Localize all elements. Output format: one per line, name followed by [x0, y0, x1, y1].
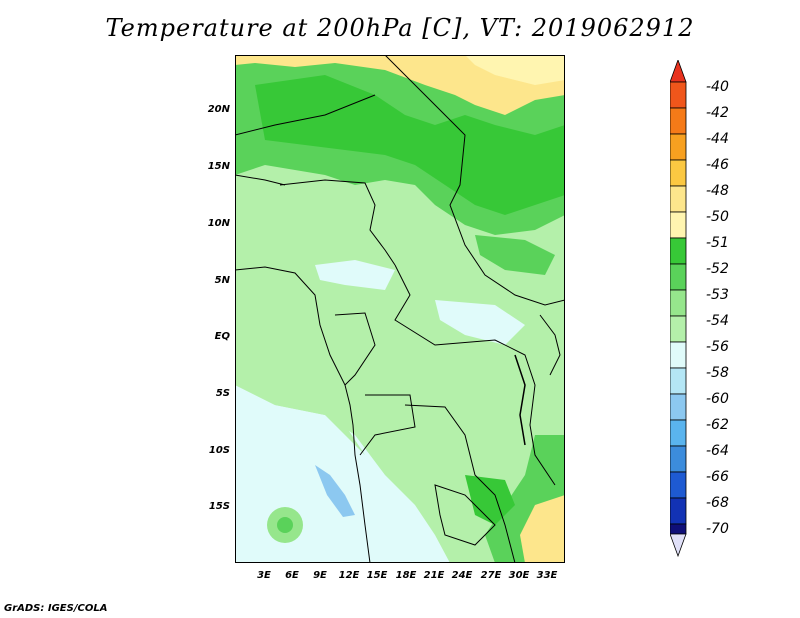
lon-label-9e: 9E	[313, 570, 327, 581]
legend-swatch	[670, 471, 687, 499]
legend-swatch	[670, 419, 687, 447]
legend-swatch	[670, 393, 687, 421]
grads-credit: GrADS: IGES/COLA	[4, 603, 108, 614]
legend-swatch	[670, 523, 687, 535]
legend-swatch	[670, 289, 687, 317]
legend-label: -44	[706, 131, 729, 147]
legend-swatch	[670, 107, 687, 135]
legend-label: -51	[706, 235, 729, 251]
legend-label: -40	[706, 79, 729, 95]
legend-label: -50	[706, 209, 729, 225]
legend-swatch	[670, 341, 687, 369]
legend-label: -64	[706, 443, 729, 459]
legend-swatch	[670, 367, 687, 395]
legend-swatch	[670, 445, 687, 473]
legend-label: -60	[706, 391, 729, 407]
legend-swatch	[670, 185, 687, 213]
legend-label: -62	[706, 417, 729, 433]
legend-label: -42	[706, 105, 729, 121]
lat-label-10n: 10N	[207, 218, 230, 229]
lon-label-15e: 15E	[366, 570, 388, 581]
color-legend	[670, 60, 687, 558]
lat-label-5n: 5N	[214, 275, 230, 286]
chart-title: Temperature at 200hPa [C], VT: 201906291…	[105, 14, 695, 42]
lon-label-30e: 30E	[508, 570, 530, 581]
lat-label-5s: 5S	[215, 388, 230, 399]
legend-label: -58	[706, 365, 729, 381]
lat-label-20n: 20N	[207, 104, 230, 115]
legend-label: -53	[706, 287, 729, 303]
lat-label-15n: 15N	[207, 161, 230, 172]
legend-label: -70	[706, 521, 729, 537]
legend-arrow-bottom	[670, 533, 687, 558]
legend-arrow-top	[670, 60, 687, 83]
legend-swatch	[670, 263, 687, 291]
lon-label-24e: 24E	[451, 570, 473, 581]
legend-swatch	[670, 133, 687, 161]
legend-label: -54	[706, 313, 729, 329]
legend-label: -68	[706, 495, 729, 511]
lon-label-3e: 3E	[257, 570, 271, 581]
legend-label: -52	[706, 261, 729, 277]
temperature-map	[235, 55, 565, 563]
legend-swatch	[670, 81, 687, 109]
lat-label-10s: 10S	[208, 445, 230, 456]
legend-swatch	[670, 237, 687, 265]
legend-swatch	[670, 497, 687, 525]
lat-label-eq: EQ	[214, 331, 230, 342]
legend-label: -66	[706, 469, 729, 485]
lon-label-6e: 6E	[285, 570, 299, 581]
legend-swatch	[670, 315, 687, 343]
legend-label: -46	[706, 157, 729, 173]
legend-swatch	[670, 159, 687, 187]
lon-label-18e: 18E	[395, 570, 417, 581]
lon-label-33e: 33E	[536, 570, 558, 581]
lon-label-21e: 21E	[423, 570, 445, 581]
lon-label-12e: 12E	[338, 570, 360, 581]
lon-label-27e: 27E	[480, 570, 502, 581]
legend-label: -56	[706, 339, 729, 355]
legend-swatch	[670, 211, 687, 239]
legend-label: -48	[706, 183, 729, 199]
lat-label-15s: 15S	[208, 501, 230, 512]
